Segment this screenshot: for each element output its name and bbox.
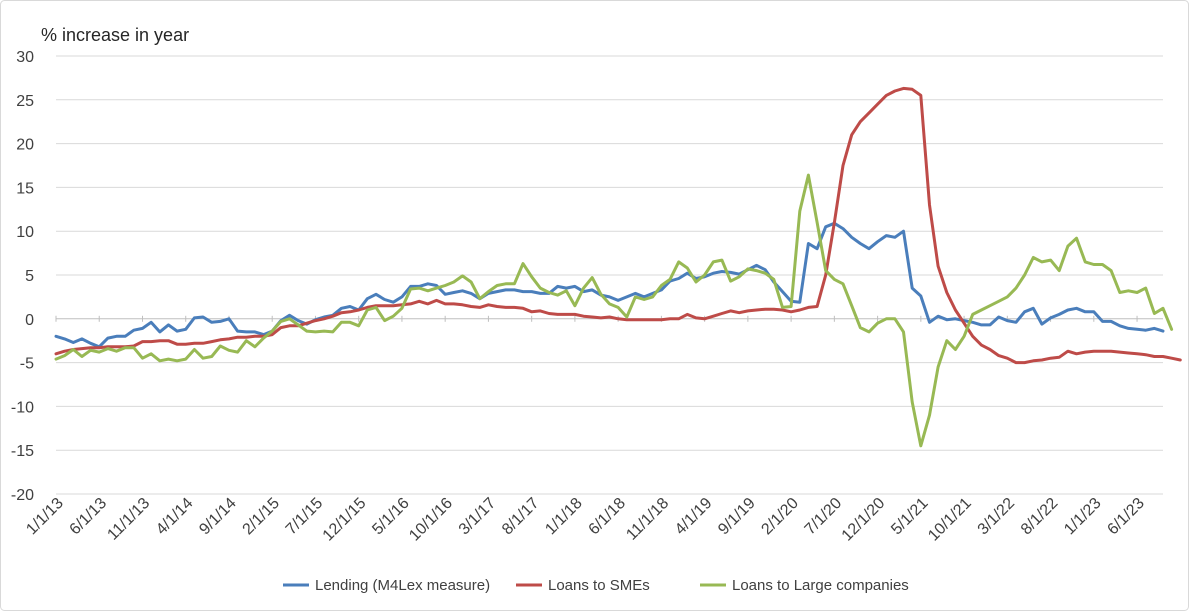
- series-line-1: [54, 221, 1165, 349]
- y-axis-title: % increase in year: [41, 25, 189, 45]
- y-tick-label: 20: [16, 137, 34, 154]
- y-tick-label: 5: [25, 268, 34, 285]
- y-axis-tick-labels: -20 -15 -10 -5 0 5 10 15 20 25 30: [11, 49, 34, 504]
- legend-label-3: Loans to Large companies: [732, 577, 909, 594]
- y-tick-label: -10: [11, 399, 34, 416]
- series-lines: [54, 86, 1182, 448]
- series-line-2: [54, 86, 1182, 365]
- legend-label-1: Lending (M4Lex measure): [315, 577, 490, 594]
- y-tick-label: 25: [16, 93, 34, 110]
- y-tick-label: -20: [11, 487, 34, 504]
- y-tick-label: 0: [25, 312, 34, 329]
- gridlines: [55, 55, 1163, 495]
- legend-label-2: Loans to SMEs: [548, 577, 650, 594]
- legend: Lending (M4Lex measure) Loans to SMEs Loan…: [283, 577, 909, 594]
- y-tick-label: -15: [11, 443, 34, 460]
- y-tick-label: -5: [20, 356, 34, 373]
- y-tick-label: 10: [16, 224, 34, 241]
- y-tick-label: 15: [16, 180, 34, 197]
- y-tick-label: 30: [16, 49, 34, 66]
- series-line-3: [54, 173, 1174, 448]
